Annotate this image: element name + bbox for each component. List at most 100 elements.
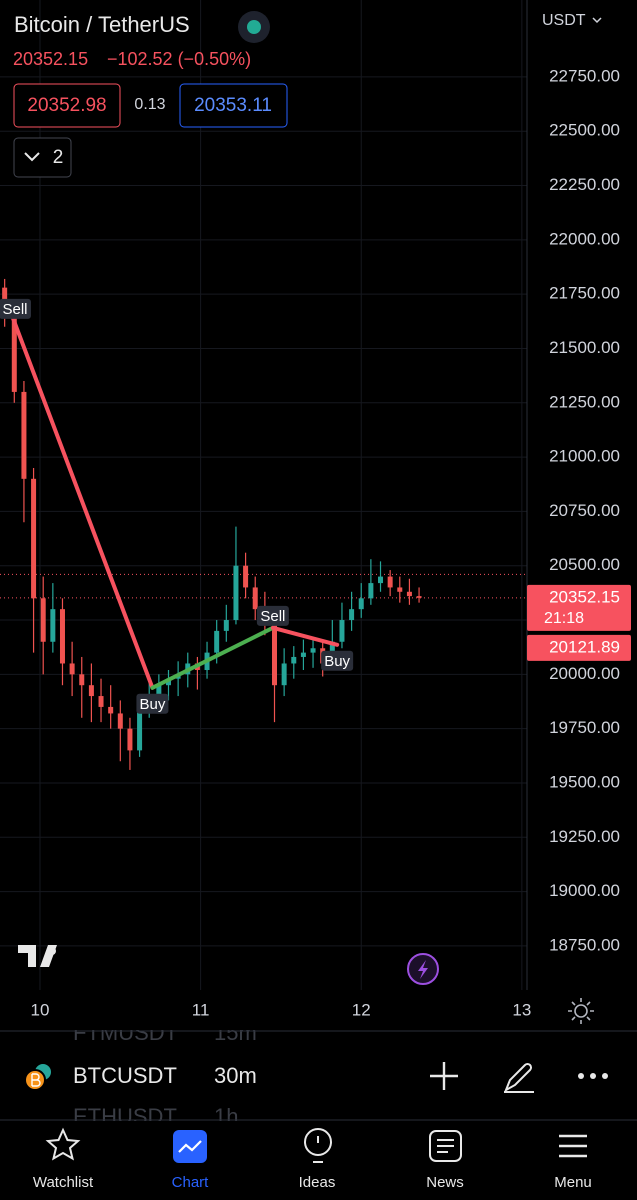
price-tag <box>527 634 631 661</box>
candle-body <box>11 315 17 392</box>
lightning-icon <box>418 960 428 979</box>
x-tick-label: 12 <box>352 1000 371 1019</box>
candle-body <box>31 478 37 599</box>
y-tick-label: 20000.00 <box>549 664 620 683</box>
nav-bar: Watchlist Chart Ideas News Menu <box>33 1174 592 1191</box>
symbol-title: Bitcoin / TetherUS <box>14 12 190 37</box>
candle-body <box>281 663 287 686</box>
price-change: −102.52 (−0.50%) <box>107 49 251 69</box>
sell-button[interactable] <box>13 83 121 128</box>
nav-label[interactable]: Chart <box>172 1174 210 1191</box>
buy-button[interactable] <box>179 83 288 128</box>
x-tick-label: 13 <box>512 1000 531 1019</box>
trade-label-bg <box>0 298 31 319</box>
candle-body <box>272 620 278 686</box>
candle-body <box>291 656 297 664</box>
trade-label: Buy <box>140 696 166 713</box>
news-icon[interactable] <box>429 1130 462 1162</box>
candle-body <box>233 565 239 621</box>
nav-label[interactable]: Menu <box>554 1174 592 1191</box>
spread: 0.13 <box>134 96 165 113</box>
y-tick-label: 19250.00 <box>549 827 620 846</box>
y-tick-label: 21250.00 <box>549 392 620 411</box>
candle-body <box>98 696 104 707</box>
y-tick-label: 20500.00 <box>549 555 620 574</box>
trade-label: Sell <box>2 301 27 318</box>
candle-body <box>339 620 345 642</box>
symbol[interactable]: BTCUSDT <box>73 1063 177 1088</box>
mask <box>0 1000 527 1030</box>
trade-line <box>150 625 275 690</box>
y-tick-label: 22500.00 <box>549 121 620 140</box>
nav-bg <box>0 1121 637 1200</box>
candle-body <box>416 596 422 598</box>
more-button[interactable] <box>578 1073 608 1079</box>
candle-body <box>137 706 143 751</box>
x-tick-label: 11 <box>192 1000 210 1019</box>
nav-label[interactable]: News <box>426 1174 464 1191</box>
trade-label: Sell <box>260 608 285 625</box>
candle-body <box>349 609 355 621</box>
theme-icon[interactable] <box>568 998 594 1024</box>
ideas-icon[interactable] <box>304 1128 332 1156</box>
watchlist-icon[interactable] <box>45 1127 81 1161</box>
buy-price[interactable]: 20353.11 <box>194 95 272 116</box>
y-tick-label: 21750.00 <box>549 284 620 303</box>
add-button[interactable] <box>430 1062 458 1090</box>
candle-body <box>79 674 85 686</box>
trade-line <box>7 306 155 690</box>
chart-icon-line <box>178 1140 202 1153</box>
price-tag-label: 20352.15 <box>549 587 620 606</box>
trade-label: Buy <box>324 653 350 670</box>
candle-body <box>243 565 249 588</box>
trade-label-bg <box>136 693 169 714</box>
plot: Sell Buy Sell Buy <box>0 278 527 770</box>
indicators-toggle[interactable] <box>13 137 72 178</box>
trade-label-bg <box>256 605 289 626</box>
trade-line <box>270 625 340 647</box>
currency[interactable]: USDT <box>542 12 586 29</box>
candle-body <box>252 587 258 610</box>
candle-body <box>214 630 220 653</box>
y-tick-label: 20750.00 <box>549 501 620 520</box>
candle-body <box>117 713 123 729</box>
candle-body <box>40 598 46 642</box>
chart-icon[interactable] <box>173 1130 207 1163</box>
menu-icon[interactable] <box>559 1134 587 1158</box>
candle-body <box>397 587 403 592</box>
tradingview-logo-dot <box>48 947 56 955</box>
price-tag <box>527 584 631 631</box>
y-tick-label: 18750.00 <box>549 935 620 954</box>
candle-body <box>223 620 229 631</box>
candle-body <box>108 706 114 714</box>
trade-label-bg <box>321 650 354 671</box>
nav-label[interactable]: Ideas <box>299 1174 336 1191</box>
countdown: 21:18 <box>544 610 584 627</box>
interval[interactable]: 30m <box>214 1063 257 1088</box>
nav-label[interactable]: Watchlist <box>33 1174 94 1191</box>
y-tick-label: 22000.00 <box>549 229 620 248</box>
y-tick-label: 19500.00 <box>549 772 620 791</box>
candle-body <box>88 685 94 697</box>
candle-body <box>300 652 306 657</box>
x-tick-label: 10 <box>31 1000 50 1019</box>
candle-body <box>368 583 374 599</box>
y-tick-label: 21500.00 <box>549 338 620 357</box>
draw-button[interactable] <box>504 1062 534 1093</box>
chevron-icon <box>24 152 40 162</box>
bitcoin-glyph <box>31 1073 41 1087</box>
candle-body <box>310 648 316 653</box>
candle-body <box>358 598 364 610</box>
indicators-count: 2 <box>53 147 64 168</box>
y-tick-label: 19000.00 <box>549 881 620 900</box>
chevron-icon <box>592 17 602 24</box>
sell-price[interactable]: 20352.98 <box>27 95 106 116</box>
candle-body <box>59 609 65 664</box>
tradingview-logo <box>18 945 57 967</box>
price-tag-label: 20121.89 <box>549 637 620 656</box>
candle-body <box>387 576 393 588</box>
y-tick-label: 22750.00 <box>549 66 620 85</box>
candle-body <box>406 591 412 597</box>
candle-body <box>378 576 384 584</box>
ideas-icon-detail <box>313 1136 323 1163</box>
